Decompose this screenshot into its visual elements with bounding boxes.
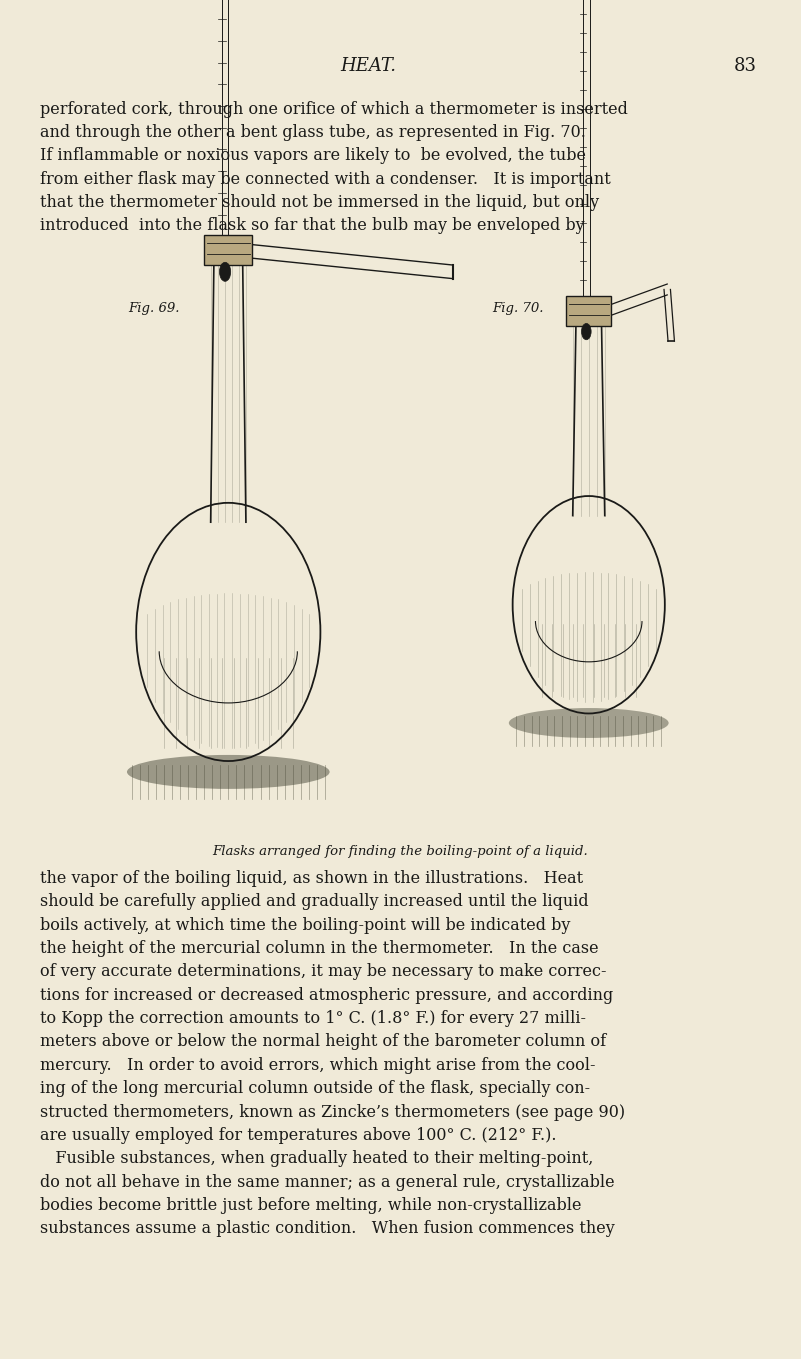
- FancyBboxPatch shape: [204, 235, 252, 265]
- Text: mercury.   In order to avoid errors, which might arise from the cool-: mercury. In order to avoid errors, which…: [40, 1057, 596, 1074]
- Ellipse shape: [509, 708, 669, 738]
- Text: and through the other a bent glass tube, as represented in Fig. 70.: and through the other a bent glass tube,…: [40, 124, 586, 141]
- Text: Fusible substances, when gradually heated to their melting-point,: Fusible substances, when gradually heate…: [40, 1150, 594, 1167]
- Text: Flasks arranged for finding the boiling-point of a liquid.: Flasks arranged for finding the boiling-…: [212, 845, 589, 859]
- Text: introduced  into the flask so far that the bulb may be enveloped by: introduced into the flask so far that th…: [40, 217, 585, 235]
- Text: HEAT.: HEAT.: [340, 57, 396, 75]
- Text: substances assume a plastic condition.   When fusion commences they: substances assume a plastic condition. W…: [40, 1220, 615, 1238]
- Text: the vapor of the boiling liquid, as shown in the illustrations.   Heat: the vapor of the boiling liquid, as show…: [40, 870, 583, 887]
- Text: boils actively, at which time the boiling-point will be indicated by: boils actively, at which time the boilin…: [40, 916, 570, 934]
- Text: structed thermometers, known as Zincke’s thermometers (see page 90): structed thermometers, known as Zincke’s…: [40, 1104, 625, 1121]
- Text: from either flask may be connected with a condenser.   It is important: from either flask may be connected with …: [40, 171, 611, 188]
- Text: 83: 83: [734, 57, 757, 75]
- Ellipse shape: [127, 756, 330, 788]
- Text: are usually employed for temperatures above 100° C. (212° F.).: are usually employed for temperatures ab…: [40, 1127, 557, 1144]
- Text: perforated cork, through one orifice of which a thermometer is inserted: perforated cork, through one orifice of …: [40, 101, 628, 118]
- Text: Fig. 70.: Fig. 70.: [493, 302, 544, 315]
- Text: If inflammable or noxious vapors are likely to  be evolved, the tube: If inflammable or noxious vapors are lik…: [40, 147, 586, 164]
- Circle shape: [582, 323, 591, 340]
- FancyBboxPatch shape: [566, 296, 611, 326]
- Text: do not all behave in the same manner; as a general rule, crystallizable: do not all behave in the same manner; as…: [40, 1174, 614, 1190]
- Text: tions for increased or decreased atmospheric pressure, and according: tions for increased or decreased atmosph…: [40, 987, 614, 1004]
- Text: of very accurate determinations, it may be necessary to make correc-: of very accurate determinations, it may …: [40, 964, 606, 980]
- Text: bodies become brittle just before melting, while non-crystallizable: bodies become brittle just before meltin…: [40, 1197, 582, 1214]
- Text: that the thermometer should not be immersed in the liquid, but only: that the thermometer should not be immer…: [40, 194, 599, 211]
- Text: ing of the long mercurial column outside of the flask, specially con-: ing of the long mercurial column outside…: [40, 1080, 590, 1097]
- Text: Fig. 69.: Fig. 69.: [128, 302, 179, 315]
- Text: meters above or below the normal height of the barometer column of: meters above or below the normal height …: [40, 1033, 606, 1051]
- Text: to Kopp the correction amounts to 1° C. (1.8° F.) for every 27 milli-: to Kopp the correction amounts to 1° C. …: [40, 1010, 586, 1027]
- Text: should be carefully applied and gradually increased until the liquid: should be carefully applied and graduall…: [40, 893, 589, 911]
- Circle shape: [219, 262, 231, 281]
- Text: the height of the mercurial column in the thermometer.   In the case: the height of the mercurial column in th…: [40, 940, 598, 957]
